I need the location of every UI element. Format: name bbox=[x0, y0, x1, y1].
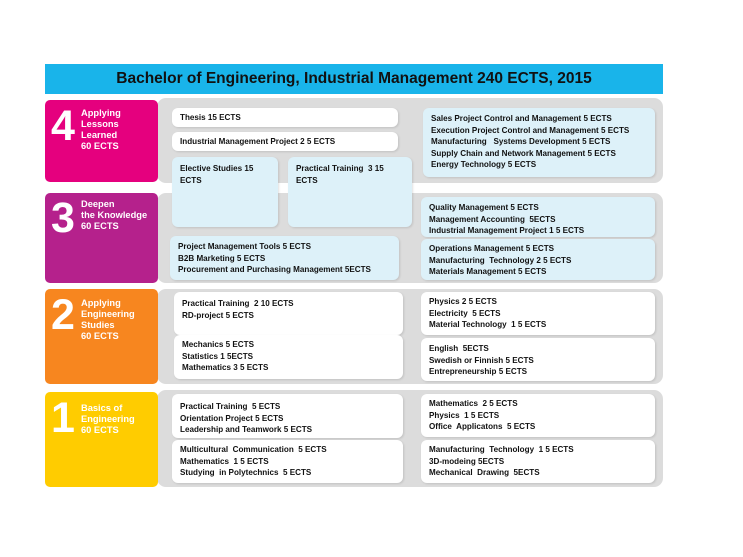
course-line: ECTS bbox=[296, 175, 318, 185]
course-line: Material Technology 1 5 ECTS bbox=[429, 320, 547, 330]
year-1-label-line: Basics of bbox=[81, 403, 123, 413]
course-box: Physics 2 5 ECTS Electricity 5 ECTS Mate… bbox=[421, 292, 655, 335]
course-line: ECTS bbox=[180, 175, 202, 185]
course-box: Thesis 15 ECTS bbox=[172, 108, 398, 127]
course-box: Mathematics 2 5 ECTS Physics 1 5 ECTS Of… bbox=[421, 394, 655, 437]
course-box: Operations Management 5 ECTS Manufacturi… bbox=[421, 239, 655, 280]
course-line: 3D-modeing 5ECTS bbox=[429, 456, 505, 466]
year-1-number: 1 bbox=[51, 394, 75, 442]
course-line: Manufacturing Technology 2 5 ECTS bbox=[429, 255, 572, 265]
course-line: Sales Project Control and Management 5 E… bbox=[431, 114, 612, 123]
course-box: Quality Management 5 ECTS Management Acc… bbox=[421, 197, 655, 237]
course-line: Manufacturing Systems Development 5 ECTS bbox=[431, 137, 611, 147]
course-line: Mathematics 2 5 ECTS bbox=[429, 399, 518, 408]
course-line: Mathematics 3 5 ECTS bbox=[182, 363, 269, 373]
course-line: B2B Marketing 5 ECTS bbox=[178, 253, 266, 263]
year-2-label-line: Applying bbox=[81, 298, 121, 308]
course-line: Mathematics 1 5 ECTS bbox=[180, 456, 269, 466]
course-line: Practical Training 2 10 ECTS bbox=[182, 299, 294, 308]
course-box: Practical Training 3 15 ECTS bbox=[288, 157, 412, 227]
year-3-label-line: the Knowledge bbox=[81, 210, 148, 220]
course-line: Practical Training 5 ECTS bbox=[180, 402, 281, 411]
year-4-label-line: Learned bbox=[81, 130, 118, 140]
course-line: Electricity 5 ECTS bbox=[429, 308, 501, 318]
course-line: Mechanics 5 ECTS bbox=[182, 340, 254, 349]
course-line: Materials Management 5 ECTS bbox=[429, 267, 547, 277]
course-line: Quality Management 5 ECTS bbox=[429, 203, 539, 212]
course-line: Thesis 15 ECTS bbox=[180, 113, 241, 122]
course-line: Elective Studies 15 bbox=[180, 164, 254, 173]
course-line: Studying in Polytechnics 5 ECTS bbox=[180, 468, 312, 478]
course-line: Procurement and Purchasing Management 5E… bbox=[178, 265, 371, 275]
course-line: Industrial Management Project 2 5 ECTS bbox=[180, 137, 336, 146]
diagram-title: Bachelor of Engineering, Industrial Mana… bbox=[116, 70, 592, 87]
year-4-label-line: Lessons bbox=[81, 119, 119, 129]
year-3-label-line: Deepen bbox=[81, 199, 115, 209]
course-box: Practical Training 2 10 ECTS RD-project … bbox=[174, 292, 403, 335]
course-box: Industrial Management Project 2 5 ECTS bbox=[172, 132, 398, 151]
year-3-number: 3 bbox=[51, 194, 75, 242]
course-box: Multicultural Communication 5 ECTS Mathe… bbox=[172, 440, 403, 483]
course-line: Execution Project Control and Management… bbox=[431, 125, 630, 135]
year-2-label-line: Studies bbox=[81, 320, 115, 330]
course-line: Industrial Management Project 1 5 ECTS bbox=[429, 226, 585, 236]
year-1-credits: 60 ECTS bbox=[81, 425, 119, 435]
course-line: Orientation Project 5 ECTS bbox=[180, 413, 284, 423]
course-line: Statistics 1 5ECTS bbox=[182, 351, 254, 361]
course-box: Mechanics 5 ECTS Statistics 1 5ECTS Math… bbox=[174, 335, 403, 379]
course-box: Elective Studies 15 ECTS bbox=[172, 157, 278, 227]
course-line: Multicultural Communication 5 ECTS bbox=[180, 445, 327, 454]
year-3-badge: 3 Deepen the Knowledge 60 ECTS bbox=[45, 193, 158, 283]
course-line: Management Accounting 5ECTS bbox=[429, 214, 556, 224]
year-2-credits: 60 ECTS bbox=[81, 331, 119, 341]
year-1-label-line: Engineering bbox=[81, 414, 135, 424]
year-4-number: 4 bbox=[51, 102, 75, 150]
course-line: Manufacturing Technology 1 5 ECTS bbox=[429, 445, 574, 454]
year-2-label-line: Engineering bbox=[81, 309, 135, 319]
course-box: Project Management Tools 5 ECTS B2B Mark… bbox=[170, 236, 399, 280]
year-2-badge: 2 Applying Engineering Studies 60 ECTS bbox=[45, 289, 158, 384]
course-line: Mechanical Drawing 5ECTS bbox=[429, 468, 540, 478]
course-line: Entrepreneurship 5 ECTS bbox=[429, 367, 528, 377]
course-line: Swedish or Finnish 5 ECTS bbox=[429, 355, 534, 365]
title-bar: Bachelor of Engineering, Industrial Mana… bbox=[45, 64, 663, 94]
course-line: English 5ECTS bbox=[429, 344, 489, 353]
year-3-credits: 60 ECTS bbox=[81, 221, 119, 231]
course-line: Energy Technology 5 ECTS bbox=[431, 160, 537, 170]
course-line: Project Management Tools 5 ECTS bbox=[178, 242, 311, 251]
course-box: Sales Project Control and Management 5 E… bbox=[423, 108, 655, 177]
year-2-number: 2 bbox=[51, 291, 75, 339]
course-box: Practical Training 5 ECTS Orientation Pr… bbox=[172, 394, 403, 438]
year-1-badge: 1 Basics of Engineering 60 ECTS bbox=[45, 392, 158, 487]
year-4-credits: 60 ECTS bbox=[81, 141, 119, 151]
course-line: Physics 2 5 ECTS bbox=[429, 297, 497, 306]
course-box: Manufacturing Technology 1 5 ECTS 3D-mod… bbox=[421, 440, 655, 483]
course-line: Supply Chain and Network Management 5 EC… bbox=[431, 148, 616, 158]
course-line: Office Applicatons 5 ECTS bbox=[429, 422, 536, 432]
course-box: English 5ECTS Swedish or Finnish 5 ECTS … bbox=[421, 338, 655, 381]
year-4-badge: 4 Applying Lessons Learned 60 ECTS bbox=[45, 100, 158, 182]
year-4-label-line: Applying bbox=[81, 108, 121, 118]
course-line: Physics 1 5 ECTS bbox=[429, 410, 500, 420]
course-line: Leadership and Teamwork 5 ECTS bbox=[180, 425, 313, 435]
course-line: Operations Management 5 ECTS bbox=[429, 244, 555, 253]
course-line: RD-project 5 ECTS bbox=[182, 310, 254, 320]
course-line: Practical Training 3 15 bbox=[296, 164, 384, 173]
